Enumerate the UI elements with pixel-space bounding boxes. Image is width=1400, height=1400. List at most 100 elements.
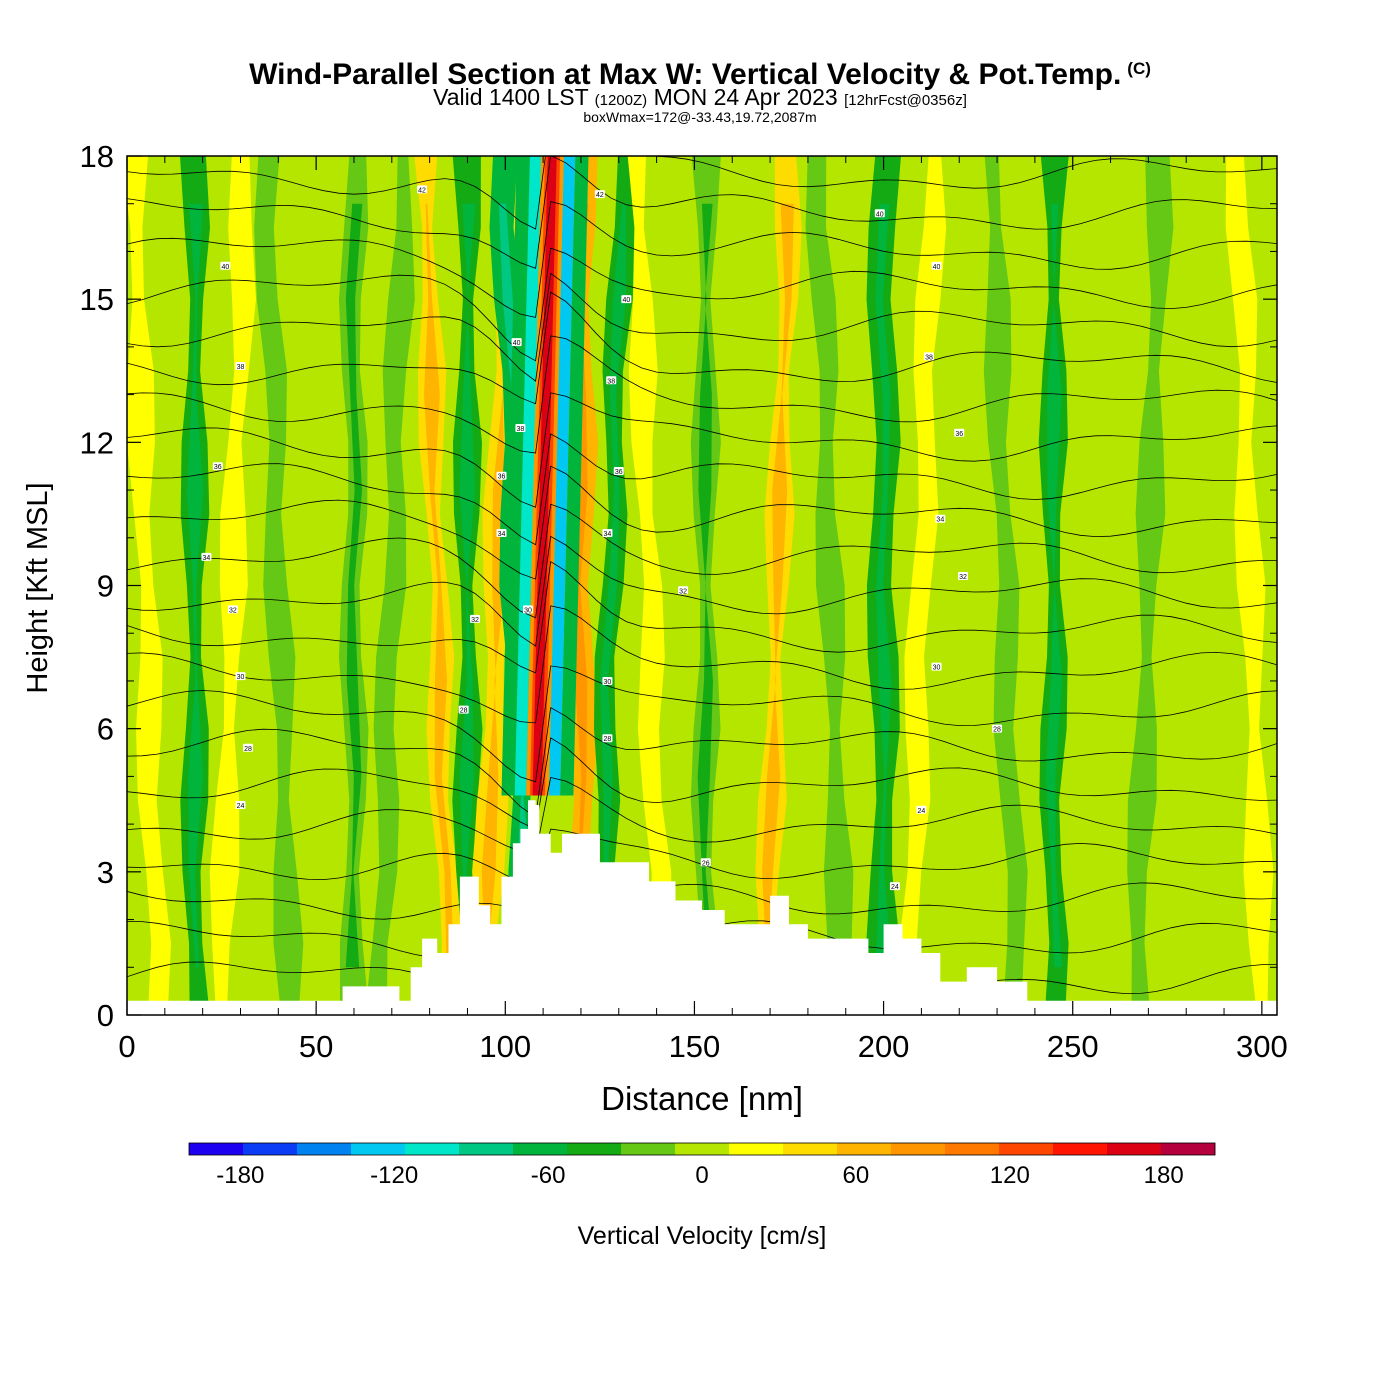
contour-label: 40 bbox=[931, 261, 942, 271]
theta-contour bbox=[127, 433, 1277, 546]
contour-label-text: 42 bbox=[418, 187, 426, 194]
contour-label: 34 bbox=[935, 514, 946, 524]
contour-label-text: 28 bbox=[993, 727, 1001, 734]
contour-label-text: 40 bbox=[221, 264, 229, 271]
w-band bbox=[894, 156, 947, 1015]
theta-contour bbox=[127, 875, 1277, 920]
valid-date: MON 24 Apr 2023 bbox=[653, 84, 838, 110]
theta-contour bbox=[127, 200, 1277, 318]
contour-label-text: 32 bbox=[959, 574, 967, 581]
w-band-core bbox=[345, 203, 363, 968]
contour-label-text: 24 bbox=[918, 808, 926, 815]
colorbar-segment bbox=[675, 1143, 730, 1155]
x-tick-label: 100 bbox=[479, 1029, 531, 1064]
forecast-note: [12hrFcst@0356z] bbox=[844, 92, 967, 109]
colorbar-tick-label: -60 bbox=[531, 1162, 566, 1189]
contour-label: 30 bbox=[235, 672, 246, 681]
colorbar-tick-label: -120 bbox=[370, 1162, 418, 1189]
colorbar-segment bbox=[783, 1143, 838, 1155]
contour-label-text: 40 bbox=[933, 264, 941, 271]
title-text: Wind-Parallel Section at Max W: Vertical… bbox=[249, 58, 1122, 91]
terrain bbox=[127, 800, 1277, 1015]
contour-label: 24 bbox=[889, 882, 900, 891]
contour-label-text: 36 bbox=[498, 474, 506, 481]
contour-label-text: 28 bbox=[244, 746, 252, 753]
colorbar-segment bbox=[945, 1143, 1000, 1155]
contour-label: 40 bbox=[220, 261, 231, 271]
contour-label-text: 30 bbox=[237, 674, 245, 681]
y-tick-label: 12 bbox=[80, 425, 114, 460]
contour-label-text: 34 bbox=[203, 555, 211, 562]
w-band bbox=[1127, 156, 1174, 1015]
contour-label: 32 bbox=[227, 605, 238, 614]
theta-contour bbox=[127, 156, 1277, 269]
colorbar-label: Vertical Velocity [cm/s] bbox=[578, 1222, 827, 1250]
contour-label-text: 36 bbox=[214, 464, 222, 471]
colorbar-segment bbox=[1107, 1143, 1162, 1155]
contour-label: 32 bbox=[958, 571, 969, 581]
contour-label-text: 40 bbox=[622, 297, 630, 304]
w-band bbox=[365, 156, 415, 1015]
colorbar-segment bbox=[891, 1143, 946, 1155]
contour-label-text: 36 bbox=[955, 431, 963, 438]
contour-label: 36 bbox=[212, 462, 223, 471]
x-tick-label: 50 bbox=[299, 1029, 333, 1064]
x-tick-label: 200 bbox=[858, 1029, 910, 1064]
w-band-core bbox=[424, 203, 454, 968]
w-band bbox=[805, 156, 854, 1015]
w-band bbox=[452, 156, 483, 1015]
contour-label: 26 bbox=[700, 858, 711, 867]
colorbar-segment bbox=[1161, 1143, 1216, 1155]
contour-label: 38 bbox=[923, 352, 934, 361]
y-tick-label: 0 bbox=[97, 998, 114, 1033]
w-band-core bbox=[762, 203, 794, 968]
colorbar-segment bbox=[513, 1143, 568, 1155]
downdraft-lee-core bbox=[548, 156, 576, 796]
contour-label: 38 bbox=[515, 424, 526, 433]
contour-label: 28 bbox=[458, 705, 469, 715]
colorbar-segment bbox=[297, 1143, 352, 1155]
theta-contour bbox=[127, 247, 1277, 362]
contour-label: 42 bbox=[417, 185, 428, 194]
colorbar-tick-label: 180 bbox=[1144, 1162, 1184, 1189]
w-band bbox=[254, 156, 304, 1015]
colorbar-tick-label: 60 bbox=[843, 1162, 870, 1189]
contour-label-text: 40 bbox=[513, 340, 521, 347]
contour-label-text: 24 bbox=[237, 803, 245, 810]
contour-label-text: 34 bbox=[936, 517, 944, 524]
theta-contour bbox=[127, 392, 1277, 508]
contour-label-text: 30 bbox=[933, 665, 941, 672]
contour-label: 30 bbox=[931, 662, 942, 672]
theta-contour bbox=[127, 535, 1277, 647]
contour-label: 42 bbox=[594, 190, 605, 199]
x-tick-label: 150 bbox=[669, 1029, 721, 1064]
contour-label-text: 28 bbox=[604, 736, 612, 743]
box-note: boxWmax=172@-33.43,19.72,2087m bbox=[583, 109, 817, 125]
contour-label-text: 36 bbox=[615, 469, 623, 476]
contour-label: 30 bbox=[602, 676, 613, 686]
contour-label: 30 bbox=[522, 605, 533, 614]
colorbar-segment bbox=[837, 1143, 892, 1155]
w-band-core bbox=[186, 203, 204, 968]
colorbar-segment bbox=[243, 1143, 298, 1155]
colorbar-tick-label: 120 bbox=[990, 1162, 1030, 1189]
contour-label: 34 bbox=[602, 529, 613, 538]
theta-contour bbox=[127, 272, 1277, 382]
w-band bbox=[866, 156, 901, 1015]
colorbar-segment bbox=[999, 1143, 1054, 1155]
copyright-mark: (C) bbox=[1127, 59, 1151, 78]
contour-label: 32 bbox=[470, 614, 481, 624]
w-band-core bbox=[459, 203, 476, 968]
colorbar-tick-label: -180 bbox=[216, 1162, 264, 1189]
w-band-core bbox=[572, 203, 589, 968]
contour-label-text: 34 bbox=[604, 531, 612, 538]
contour-label-text: 32 bbox=[229, 607, 237, 614]
contour-label-text: 34 bbox=[498, 531, 506, 538]
colorbar-segment bbox=[621, 1143, 676, 1155]
downdraft-core bbox=[514, 156, 542, 796]
colorbar-segment bbox=[567, 1143, 622, 1155]
w-band-core bbox=[1045, 203, 1063, 968]
contour-label-text: 42 bbox=[596, 192, 604, 199]
w-band-core bbox=[594, 203, 627, 968]
